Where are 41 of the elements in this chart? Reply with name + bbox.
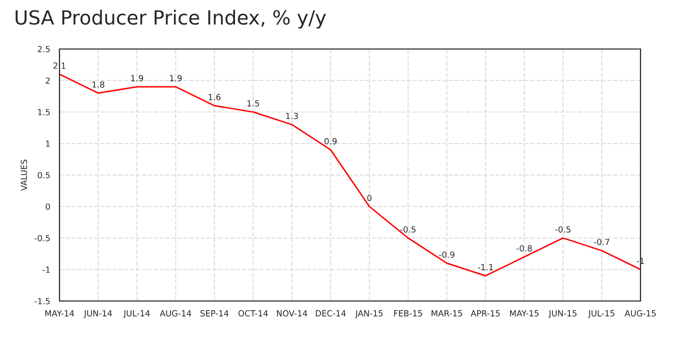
- x-tick-label: MAY-15: [510, 310, 539, 316]
- y-tick-label: -0.5: [34, 234, 50, 242]
- x-tick-label: JUL-15: [588, 310, 614, 318]
- y-axis-title: VALUES: [20, 160, 28, 191]
- data-label: 1.9: [170, 75, 182, 82]
- x-tick-label: AUG-15: [624, 310, 656, 316]
- x-tick-label: MAR-15: [432, 310, 462, 316]
- x-tick-label: DEC-14: [316, 310, 346, 316]
- y-tick-label: 2.5: [38, 46, 50, 52]
- data-label: 1.8: [92, 81, 104, 88]
- data-label: 1.9: [131, 75, 144, 82]
- data-label: -0.5: [555, 226, 570, 233]
- data-label: 0.9: [324, 138, 337, 144]
- data-label: 1.5: [247, 100, 260, 107]
- x-tick-label: AUG-14: [160, 310, 192, 316]
- x-tick-label: JUN-14: [84, 310, 112, 318]
- x-tick-label: JUN-15: [548, 310, 577, 318]
- x-tick-label: APR-15: [470, 310, 500, 316]
- data-label: -0.9: [439, 251, 454, 258]
- y-tick-label: 0.5: [38, 172, 50, 178]
- x-tick-label: NOV-14: [276, 310, 308, 316]
- x-tick-label: SEP-14: [200, 310, 228, 316]
- data-label: 1.6: [208, 94, 221, 100]
- x-tick-label: JUL-14: [123, 310, 150, 318]
- x-tick-label: JAN-15: [355, 310, 383, 318]
- chart-title: USA Producer Price Index, % y/y: [16, 10, 326, 29]
- data-label: -0.7: [594, 238, 610, 246]
- y-tick-label: -1.5: [34, 298, 50, 304]
- data-label: 1.3: [286, 112, 298, 120]
- x-tick-label: FEB-15: [394, 310, 422, 316]
- data-label: 0: [367, 194, 372, 202]
- y-tick-label: -1: [42, 266, 50, 273]
- data-label: -1.1: [478, 264, 493, 270]
- data-label: -0.5: [400, 226, 416, 233]
- x-tick-label: OCT-14: [238, 310, 268, 316]
- data-label: -0.8: [516, 245, 532, 252]
- y-tick-label: 1: [46, 140, 50, 147]
- x-tick-label: MAY-14: [45, 310, 74, 316]
- y-tick-label: 0: [46, 203, 50, 210]
- y-tick-label: 2: [46, 77, 50, 84]
- y-tick-label: 1.5: [38, 109, 50, 116]
